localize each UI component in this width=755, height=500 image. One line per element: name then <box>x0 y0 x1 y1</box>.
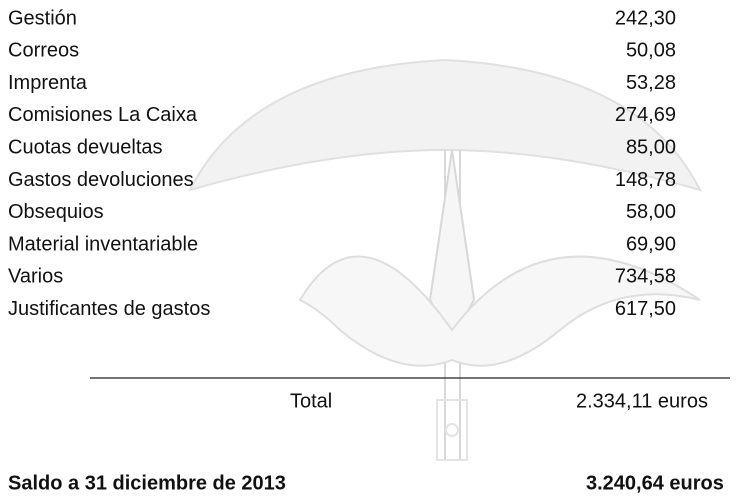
item-label: Imprenta <box>8 72 88 94</box>
item-label: Cuotas devueltas <box>8 136 163 158</box>
total-label: Total <box>290 390 332 412</box>
item-label: Obsequios <box>8 201 104 223</box>
item-label: Material inventariable <box>8 233 198 255</box>
item-amount: 242,30 <box>615 7 676 29</box>
total-amount: 2.334,11 euros <box>576 390 708 412</box>
balance-label: Saldo a 31 diciembre de 2013 <box>8 472 286 494</box>
balance-amount: 3.240,64 euros <box>586 472 724 494</box>
document: Total 2.334,11 euros Saldo a 31 diciembr… <box>0 0 755 500</box>
item-amount: 617,50 <box>615 298 676 320</box>
item-amount: 85,00 <box>626 136 676 158</box>
item-label: Gestión <box>8 7 77 29</box>
item-label: Gastos devoluciones <box>8 169 194 191</box>
item-amount: 274,69 <box>615 104 676 126</box>
item-amount: 50,08 <box>626 40 676 62</box>
item-amount: 148,78 <box>615 169 676 191</box>
item-label: Justificantes de gastos <box>8 298 210 320</box>
item-amount: 53,28 <box>626 72 676 94</box>
item-label: Varios <box>8 266 63 288</box>
item-amount: 734,58 <box>615 266 676 288</box>
item-amount: 69,90 <box>626 233 676 255</box>
item-label: Correos <box>8 40 79 62</box>
item-amount: 58,00 <box>626 201 676 223</box>
item-label: Comisiones La Caixa <box>8 104 198 126</box>
